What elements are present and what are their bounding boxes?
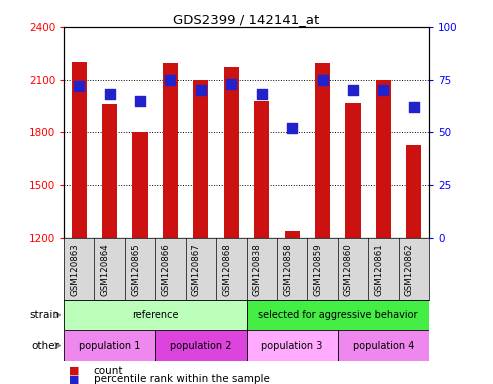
Bar	[284, 231, 300, 238]
Point	[318, 77, 326, 83]
Point	[227, 81, 235, 87]
Bar	[224, 67, 239, 238]
Point	[288, 125, 296, 131]
Point	[106, 91, 113, 98]
Text: GSM120868: GSM120868	[222, 243, 231, 296]
Text: GSM120858: GSM120858	[283, 243, 292, 296]
Text: ■: ■	[69, 374, 79, 384]
Text: ■: ■	[69, 366, 79, 376]
Bar	[254, 101, 269, 238]
Bar	[338, 330, 429, 361]
Bar	[246, 300, 429, 330]
Bar	[345, 103, 360, 238]
Bar	[71, 62, 87, 238]
Text: percentile rank within the sample: percentile rank within the sample	[94, 374, 270, 384]
Text: other: other	[31, 341, 59, 351]
Text: selected for aggressive behavior: selected for aggressive behavior	[258, 310, 418, 320]
Text: reference: reference	[132, 310, 178, 320]
Text: GSM120860: GSM120860	[344, 243, 353, 296]
Bar	[376, 80, 391, 238]
Bar	[315, 63, 330, 238]
Point	[167, 77, 175, 83]
Text: GSM120867: GSM120867	[192, 243, 201, 296]
Bar	[102, 104, 117, 238]
Text: population 3: population 3	[261, 341, 323, 351]
Point	[380, 87, 387, 93]
Text: GSM120864: GSM120864	[101, 243, 109, 296]
Point	[410, 104, 418, 110]
Point	[136, 98, 144, 104]
Text: population 1: population 1	[79, 341, 141, 351]
Bar	[64, 330, 155, 361]
Bar	[155, 330, 246, 361]
Text: GSM120862: GSM120862	[405, 243, 414, 296]
Text: GSM120863: GSM120863	[70, 243, 79, 296]
Bar	[64, 300, 246, 330]
Text: GSM120865: GSM120865	[131, 243, 140, 296]
Text: population 2: population 2	[170, 341, 232, 351]
Point	[258, 91, 266, 98]
Point	[349, 87, 357, 93]
Text: population 4: population 4	[352, 341, 414, 351]
Text: GSM120859: GSM120859	[314, 243, 322, 296]
Text: strain: strain	[29, 310, 59, 320]
Text: count: count	[94, 366, 123, 376]
Point	[197, 87, 205, 93]
Title: GDS2399 / 142141_at: GDS2399 / 142141_at	[174, 13, 319, 26]
Text: GSM120866: GSM120866	[162, 243, 171, 296]
Bar	[133, 132, 148, 238]
Text: GSM120838: GSM120838	[253, 243, 262, 296]
Point	[75, 83, 83, 89]
Bar	[193, 80, 209, 238]
Text: GSM120861: GSM120861	[374, 243, 384, 296]
Bar	[246, 330, 338, 361]
Bar	[406, 145, 422, 238]
Bar	[163, 63, 178, 238]
